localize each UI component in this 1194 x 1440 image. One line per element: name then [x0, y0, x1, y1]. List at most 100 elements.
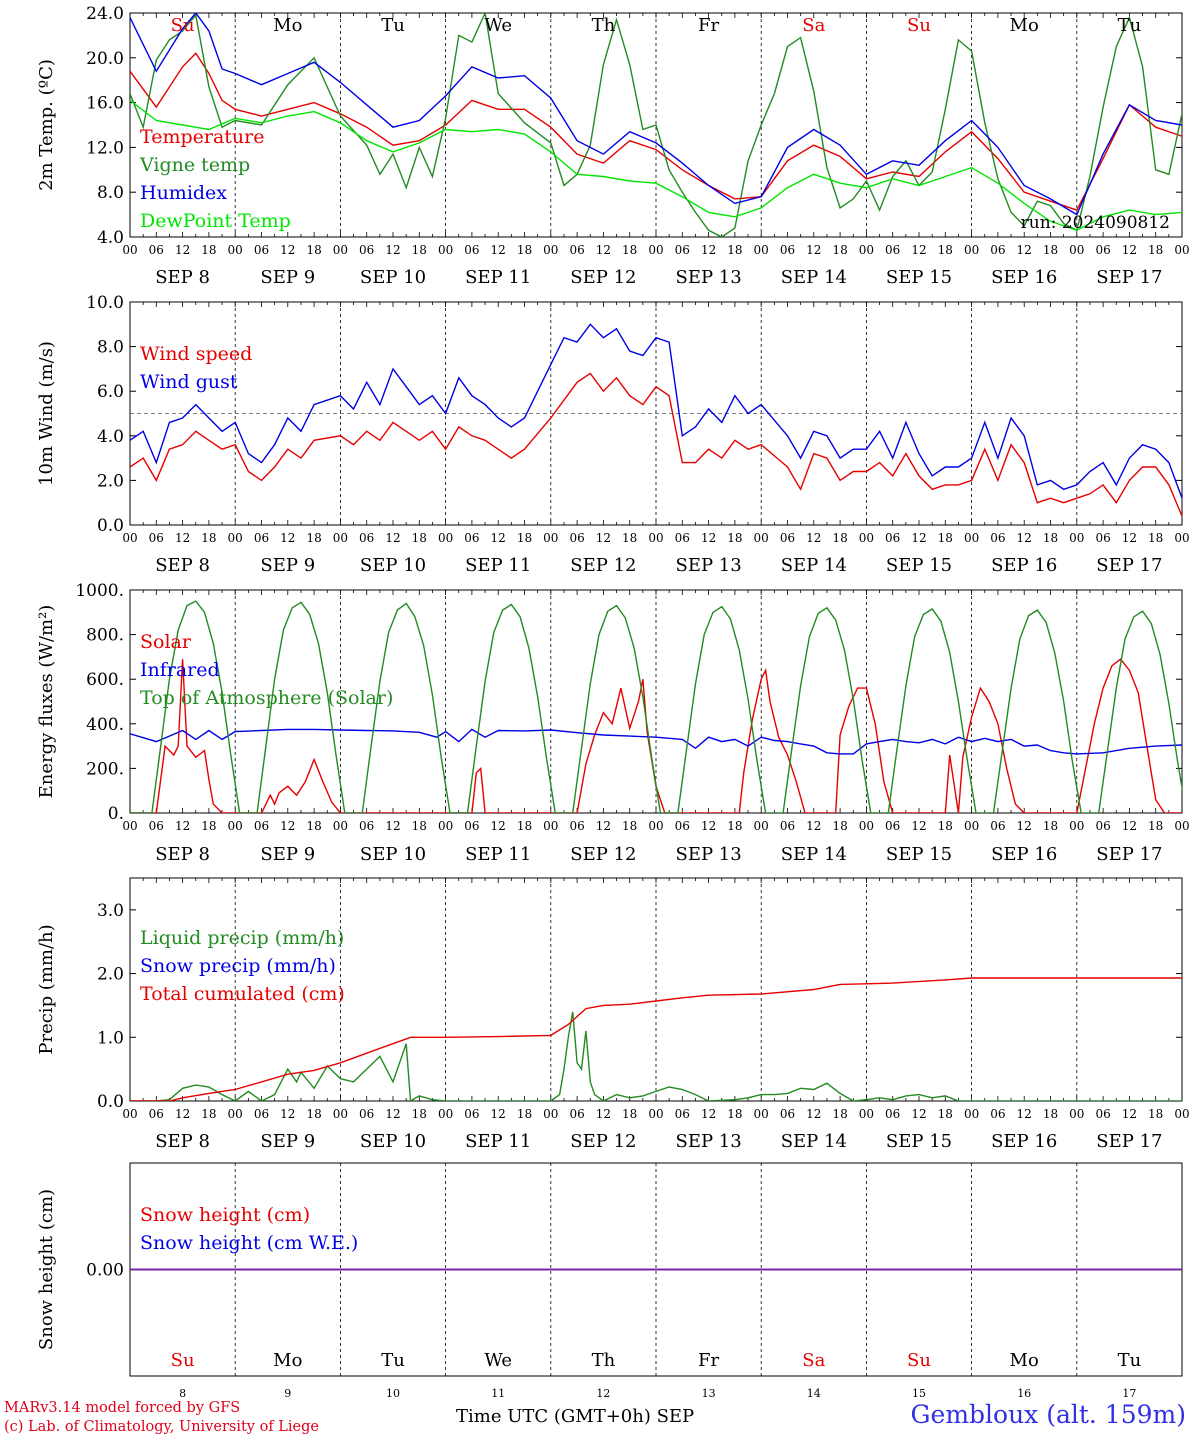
y-tick-label: 12.0 [86, 138, 124, 158]
x-tick-label: 18 [306, 819, 321, 833]
day-of-week-label: Su [907, 15, 931, 36]
x-tick-label: 12 [911, 243, 926, 257]
panel-snow: 0.00 Snow height (cm) Snow height (cm) Snow… [36, 1162, 1183, 1400]
x-tick-label: 12 [911, 819, 926, 833]
x-date-label: SEP 13 [675, 267, 741, 288]
x-tick-label: 00 [543, 819, 558, 833]
legend-entry: Temperature [140, 126, 264, 148]
x-tick-label: 06 [675, 243, 690, 257]
x-tick-label: 06 [885, 1107, 900, 1121]
x-tick-label: 18 [938, 819, 953, 833]
y-tick-label: 1.0 [97, 1028, 124, 1048]
x-date-label: SEP 13 [675, 555, 741, 576]
x-tick-label: 06 [569, 1107, 584, 1121]
x-tick-label: 18 [517, 819, 532, 833]
day-number-label: 16 [1017, 1387, 1031, 1400]
x-tick-label: 06 [149, 819, 164, 833]
x-tick-label: 00 [754, 243, 769, 257]
x-date-label: SEP 17 [1096, 1131, 1162, 1152]
day-of-week-label: Tu [1118, 1350, 1142, 1371]
x-tick-label: 18 [832, 819, 847, 833]
x-tick-label: 12 [1017, 819, 1032, 833]
x-tick-label: 12 [911, 531, 926, 545]
x-tick-label: 12 [280, 531, 295, 545]
x-tick-label: 06 [885, 531, 900, 545]
x-date-label: SEP 13 [675, 844, 741, 865]
x-tick-label: 00 [648, 243, 663, 257]
x-date-label: SEP 10 [360, 1131, 426, 1152]
x-tick-label: 00 [228, 819, 243, 833]
x-tick-label: 18 [1148, 1107, 1163, 1121]
x-tick-label: 06 [569, 819, 584, 833]
x-tick-label: 12 [280, 243, 295, 257]
x-date-label: SEP 12 [570, 555, 636, 576]
x-tick-label: 00 [648, 819, 663, 833]
x-tick-label: 18 [622, 531, 637, 545]
y-tick-label: 600. [86, 670, 124, 690]
y-tick-label: 0.0 [97, 1092, 124, 1112]
x-tick-label: 06 [464, 1107, 479, 1121]
x-tick-label: 12 [385, 243, 400, 257]
x-tick-label: 18 [412, 1107, 427, 1121]
legend-entry: DewPoint Temp [140, 210, 291, 232]
x-date-label: SEP 14 [781, 267, 847, 288]
day-number-label: 8 [179, 1387, 186, 1400]
x-tick-label: 00 [1174, 819, 1189, 833]
day-number-label: 14 [807, 1387, 821, 1400]
legend-entry: Total cumulated (cm) [140, 983, 345, 1005]
series-line-wind-0 [130, 372, 1182, 518]
x-tick-label: 12 [701, 531, 716, 545]
x-tick-label: 06 [675, 819, 690, 833]
x-tick-label: 00 [122, 819, 137, 833]
x-tick-label: 18 [412, 531, 427, 545]
y-tick-label: 200. [86, 759, 124, 779]
x-tick-label: 00 [1174, 1107, 1189, 1121]
x-tick-label: 06 [1095, 1107, 1110, 1121]
panel-precip: 00 06 12 18 00 06 12 18 00 06 12 18 00 06 12 18 00 06 12 18… [36, 877, 1190, 1152]
series-line-temperature-2 [130, 13, 1182, 216]
x-tick-label: 12 [911, 1107, 926, 1121]
x-tick-label: 00 [333, 243, 348, 257]
x-tick-label: 06 [780, 1107, 795, 1121]
x-tick-label: 18 [1043, 819, 1058, 833]
x-tick-label: 00 [964, 819, 979, 833]
x-tick-label: 18 [832, 243, 847, 257]
x-tick-label: 00 [333, 531, 348, 545]
day-of-week-label: Tu [381, 15, 405, 36]
y-axis-title: 2m Temp. (ºC) [36, 59, 57, 191]
x-date-label: SEP 9 [260, 844, 315, 865]
y-tick-label: 1000. [75, 581, 124, 601]
x-date-label: SEP 9 [260, 267, 315, 288]
x-date-label: SEP 16 [991, 555, 1057, 576]
x-tick-label: 06 [149, 243, 164, 257]
series-line-temperature-0 [130, 52, 1182, 211]
x-tick-label: 12 [491, 819, 506, 833]
x-tick-label: 18 [517, 243, 532, 257]
x-tick-label: 12 [701, 1107, 716, 1121]
legend-entry: Top of Atmosphere (Solar) [140, 687, 393, 709]
x-tick-label: 12 [701, 819, 716, 833]
station-name: Gembloux (alt. 159m) [910, 1400, 1186, 1429]
x-date-label: SEP 15 [886, 555, 952, 576]
day-number-label: 11 [491, 1387, 505, 1400]
x-tick-label: 18 [201, 819, 216, 833]
legend-entry: Liquid precip (mm/h) [140, 927, 344, 949]
legend-entry: Infrared [140, 659, 220, 681]
day-number-label: 17 [1122, 1387, 1136, 1400]
y-tick-label: 3.0 [97, 901, 124, 921]
x-date-label: SEP 17 [1096, 267, 1162, 288]
legend-entry: Wind gust [140, 371, 238, 393]
x-tick-label: 12 [491, 531, 506, 545]
y-axis-title: Energy fluxes (W/m²) [36, 605, 57, 799]
x-tick-label: 12 [491, 243, 506, 257]
x-tick-label: 00 [333, 819, 348, 833]
x-date-label: SEP 16 [991, 267, 1057, 288]
x-date-label: SEP 11 [465, 555, 531, 576]
x-tick-label: 18 [832, 1107, 847, 1121]
y-tick-label: 20.0 [86, 49, 124, 69]
x-tick-label: 18 [412, 243, 427, 257]
x-tick-label: 12 [596, 819, 611, 833]
x-tick-label: 00 [964, 1107, 979, 1121]
x-tick-label: 06 [1095, 531, 1110, 545]
x-tick-label: 06 [675, 531, 690, 545]
